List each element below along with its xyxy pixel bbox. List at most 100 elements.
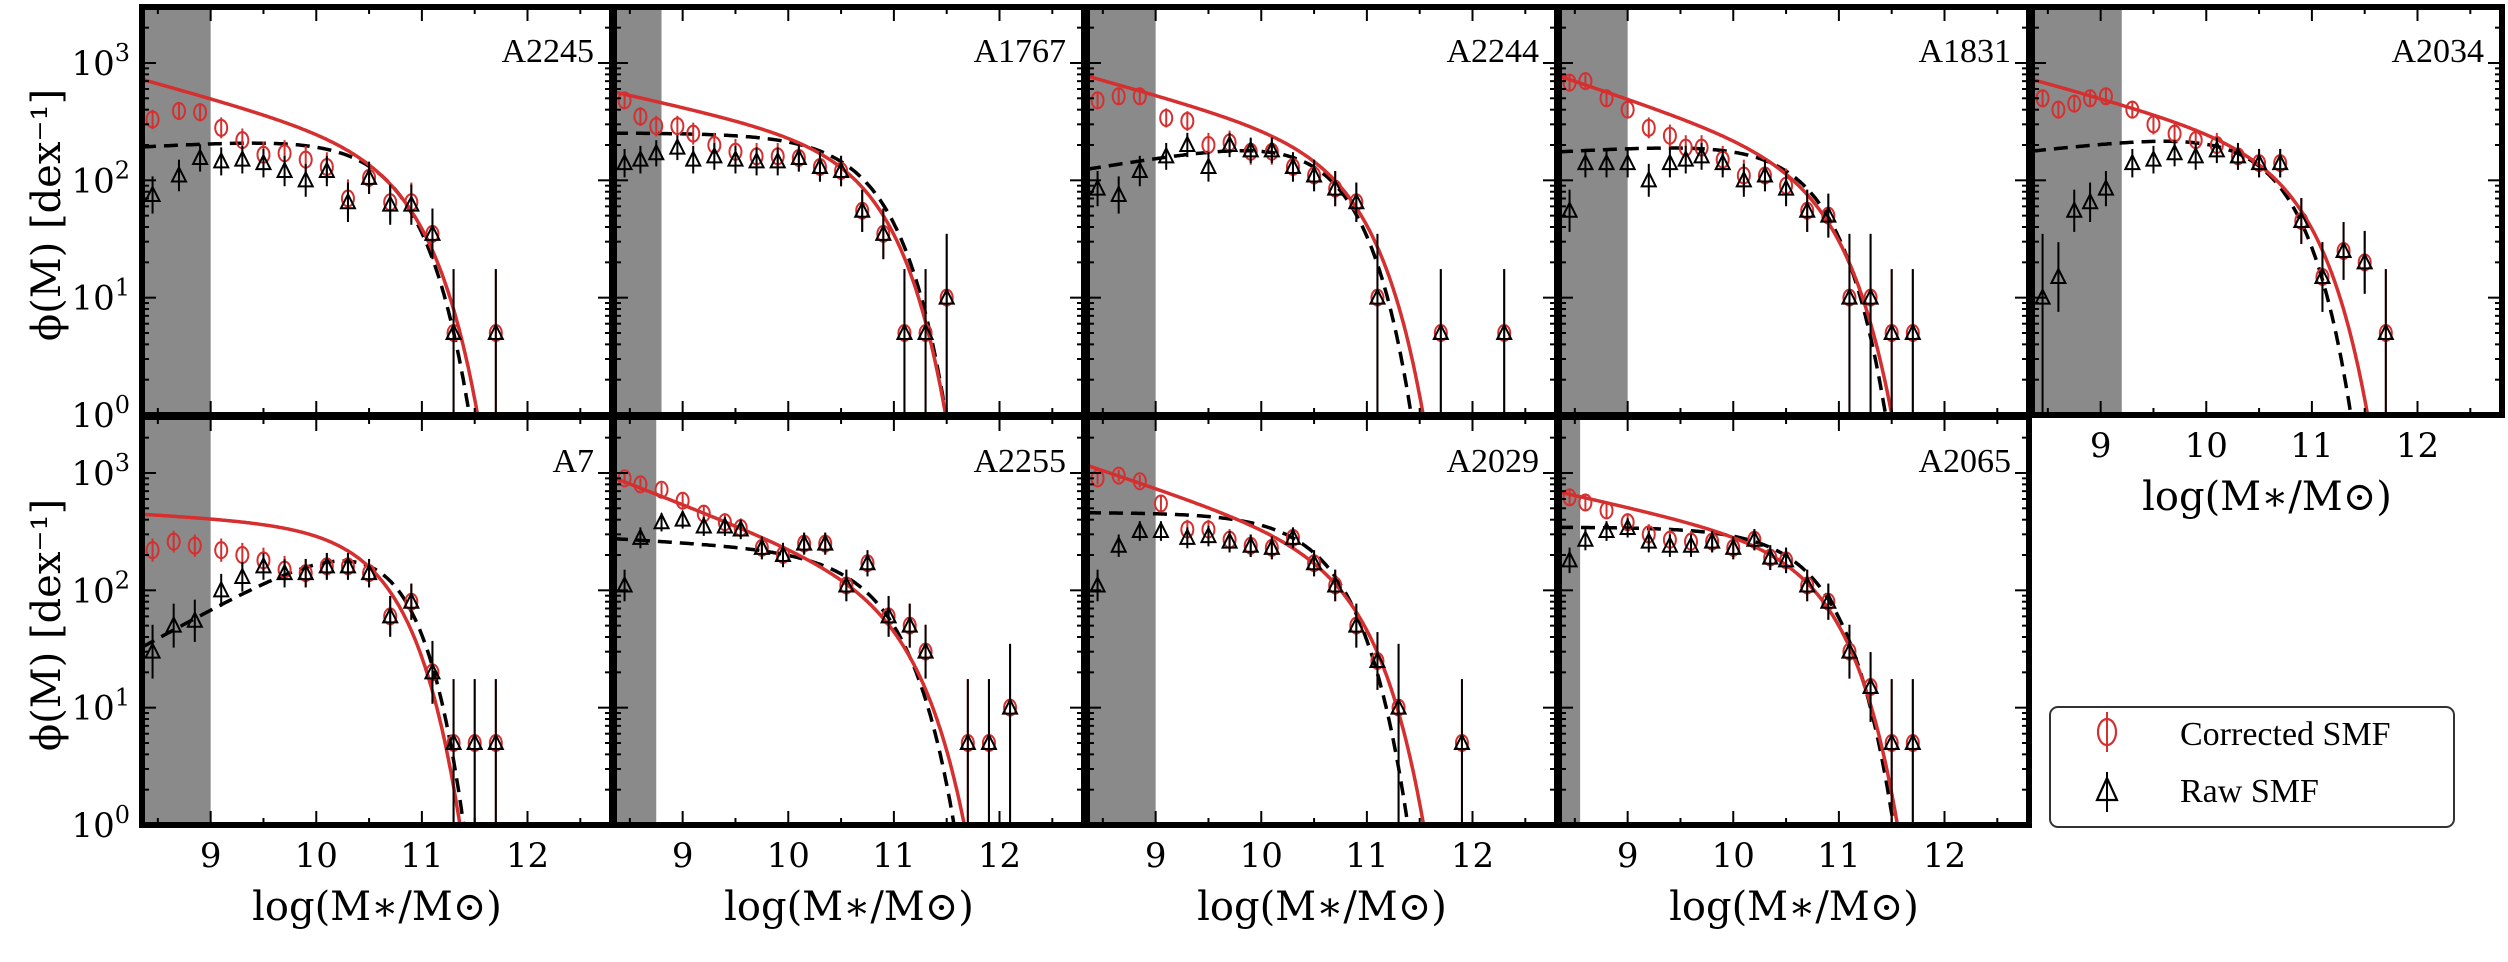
corrected-point [1111,466,1126,485]
corrected-point [617,91,632,110]
raw-point [2123,148,2141,178]
raw-point [1640,163,1658,197]
raw-point [2334,222,2353,280]
xtick-label: 9 [1617,836,1639,876]
panel-grid: A2245 100 101 102 103 A1767 A2244 A1831 A2034 9 10… [71,4,2505,930]
corrected-point [1562,488,1577,507]
raw-point [1619,517,1637,538]
raw-point [879,595,898,637]
corrected-point [2083,89,2098,108]
raw-point [186,599,204,642]
raw-point [858,550,877,577]
corrected-point [649,115,664,137]
raw-point [1242,137,1260,164]
legend-label-corrected: Corrected SMF [2180,716,2391,753]
raw-point [1597,520,1616,541]
raw-point [980,679,998,825]
legend-box [2049,706,2455,828]
corrected-point [686,122,701,145]
plot-area [142,77,505,415]
ytick-label: 102 [71,566,130,611]
y-axis-labels: ϕ(M) [dex⁻¹] ϕ(M) [dex⁻¹] [24,89,70,751]
panel-title: A2029 [1446,443,1539,480]
corrected-point [1599,89,1614,108]
raw-point [275,558,294,588]
raw-point [1242,534,1260,557]
ylabel-top: ϕ(M) [dex⁻¹] [24,89,70,341]
raw-point [732,519,750,540]
raw-point [1597,148,1616,178]
raw-point [695,516,713,536]
raw-point [1560,189,1579,232]
raw-point [212,573,230,607]
raw-point [2356,230,2374,294]
raw-point [615,148,634,178]
raw-point [360,558,378,588]
raw-point [381,184,399,225]
raw-point [233,145,251,174]
corrected-fit-curve [142,512,462,825]
raw-point [444,269,463,415]
ytick-label: 100 [71,801,130,846]
ytick-label: 103 [71,39,130,84]
raw-point [1703,530,1721,553]
raw-point [487,679,505,825]
raw-point [2187,142,2205,170]
xtick-label: 10 [2185,426,2228,466]
raw-point [753,536,771,560]
corrected-point [1159,108,1174,128]
raw-point [254,148,273,178]
panel-a2245: A2245 100 101 102 103 [71,4,615,436]
raw-point [1724,536,1742,560]
corrected-point [1599,501,1614,520]
panel-title: A2245 [501,33,594,70]
raw-point [487,269,505,415]
raw-point [1152,520,1170,541]
corrected-point [193,103,208,122]
corrected-point [1662,124,1677,147]
raw-point [1682,534,1700,557]
raw-point [444,679,463,825]
corrected-point [633,475,648,494]
raw-point [1745,529,1764,551]
raw-point [191,144,209,172]
raw-point [684,145,702,174]
xtick-label: 10 [295,836,338,876]
xtick-label: 11 [872,836,915,876]
plot-area [142,512,505,825]
corrected-point [2098,87,2113,106]
xlabel: log(M∗/M⊙) [2142,474,2392,520]
raw-point [1305,159,1323,192]
raw-point [916,269,935,415]
raw-point [1432,269,1450,415]
xtick-label: 12 [978,836,1021,876]
raw-point [1677,145,1695,174]
xlabel: log(M∗/M⊙) [1669,884,1919,930]
raw-point [318,552,336,580]
corrected-fit-curve [614,476,967,825]
xtick-label: 11 [1817,836,1860,876]
panel-frame [2029,4,2505,418]
raw-point [1453,679,1471,825]
panel-frame [1556,414,2032,828]
corrected-fit-curve [142,77,480,415]
xtick-label: 11 [1345,836,1388,876]
raw-point [1777,170,1795,207]
xtick-label: 12 [506,836,549,876]
raw-point [1347,182,1365,222]
raw-point [1110,176,1128,214]
raw-point [631,527,650,549]
raw-point [837,569,855,602]
xtick-label: 12 [1923,836,1966,876]
raw-point [2377,269,2395,415]
raw-point [1326,170,1344,207]
plot-area [1087,74,1513,415]
raw-point [811,152,829,182]
raw-point [2144,145,2163,174]
corrected-point [1578,72,1593,91]
xlabel: log(M∗/M⊙) [724,884,974,930]
raw-point [2097,170,2115,207]
raw-point [233,562,251,592]
